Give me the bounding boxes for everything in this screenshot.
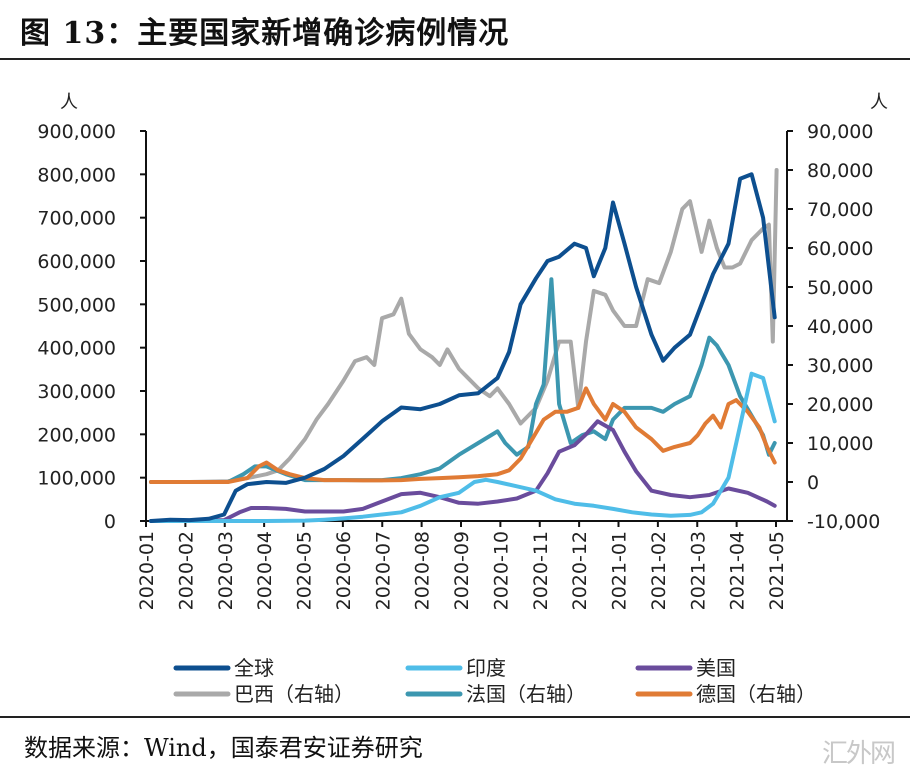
left-axis-unit: 人 <box>60 92 78 113</box>
left-axis-tick-label: 200,000 <box>37 424 116 446</box>
x-axis-tick-label: 2021-05 <box>766 531 788 610</box>
x-axis-tick-label: 2020-01 <box>136 531 158 610</box>
x-axis-tick-label: 2021-01 <box>609 531 631 610</box>
right-axis-tick-label: 50,000 <box>807 277 873 299</box>
series-line-3 <box>149 168 779 484</box>
left-axis-tick-label: 100,000 <box>37 468 116 490</box>
source-note: 数据来源：Wind，国泰君安证券研究 <box>24 734 423 762</box>
x-axis-tick-label: 2020-07 <box>372 531 394 610</box>
right-axis-tick-label: -10,000 <box>807 511 880 533</box>
x-axis-tick-label: 2020-10 <box>490 531 512 610</box>
series-group <box>149 168 779 523</box>
legend-label-4: 法国（右轴） <box>466 682 586 706</box>
left-axis-tick-label: 900,000 <box>37 121 116 143</box>
right-axis-tick-label: 90,000 <box>807 121 873 143</box>
series-line-0 <box>149 172 777 523</box>
left-axis-tick-label: 0 <box>104 511 116 533</box>
legend-label-0: 全球 <box>234 656 274 680</box>
left-axis-tick-label: 300,000 <box>37 381 116 403</box>
left-axis-tick-label: 600,000 <box>37 251 116 273</box>
figure-title: 图 13：主要国家新增确诊病例情况 <box>20 16 510 51</box>
legend-label-5: 德国（右轴） <box>696 682 816 706</box>
x-axis-tick-label: 2020-08 <box>412 531 434 610</box>
series-line-2 <box>149 419 777 523</box>
watermark-logo: 汇外网 <box>822 739 896 769</box>
right-axis-tick-label: 30,000 <box>807 355 873 377</box>
chart: 0 100,000 200,000 300,000 400,000 500,000 600,… <box>37 92 888 706</box>
right-axis-tick-label: 0 <box>807 472 819 494</box>
x-axis-tick-label: 2020-04 <box>254 531 276 610</box>
x-axis-tick-label: 2020-05 <box>294 531 316 610</box>
right-axis: -10,000 0 10,000 20,000 30,000 40,000 50,000 60… <box>786 121 880 533</box>
x-axis-tick-label: 2020-09 <box>451 531 473 610</box>
x-axis-tick-label: 2020-06 <box>333 531 355 610</box>
x-axis-tick-label: 2021-03 <box>687 531 709 610</box>
top-rule <box>0 58 910 60</box>
x-axis-tick-label: 2020-11 <box>530 531 552 610</box>
right-axis-tick-label: 60,000 <box>807 238 873 260</box>
series-line-1 <box>149 371 777 523</box>
left-axis-tick-label: 500,000 <box>37 294 116 316</box>
x-axis-tick-label: 2020-02 <box>175 531 197 610</box>
series-line-4 <box>149 277 777 484</box>
x-axis-tick-label: 2020-12 <box>569 531 591 610</box>
bottom-rule <box>0 716 910 718</box>
series-line-5 <box>149 386 777 484</box>
legend-label-2: 美国 <box>696 656 736 680</box>
right-axis-tick-label: 20,000 <box>807 394 873 416</box>
x-axis: 2020-01 2020-02 2020-03 2020-04 2020-05 2020-… <box>136 520 788 610</box>
left-axis: 0 100,000 200,000 300,000 400,000 500,000 600,… <box>37 121 147 533</box>
right-axis-unit: 人 <box>870 92 888 113</box>
right-axis-tick-label: 70,000 <box>807 199 873 221</box>
x-axis-tick-label: 2021-04 <box>727 531 749 610</box>
x-axis-tick-label: 2021-02 <box>648 531 670 610</box>
legend-label-3: 巴西（右轴） <box>234 682 354 706</box>
right-axis-tick-label: 10,000 <box>807 433 873 455</box>
right-axis-tick-label: 40,000 <box>807 316 873 338</box>
left-axis-tick-label: 400,000 <box>37 338 116 360</box>
right-axis-tick-label: 80,000 <box>807 160 873 182</box>
x-axis-tick-label: 2020-03 <box>215 531 237 610</box>
left-axis-tick-label: 700,000 <box>37 208 116 230</box>
left-axis-tick-label: 800,000 <box>37 164 116 186</box>
legend-label-1: 印度 <box>466 656 506 680</box>
